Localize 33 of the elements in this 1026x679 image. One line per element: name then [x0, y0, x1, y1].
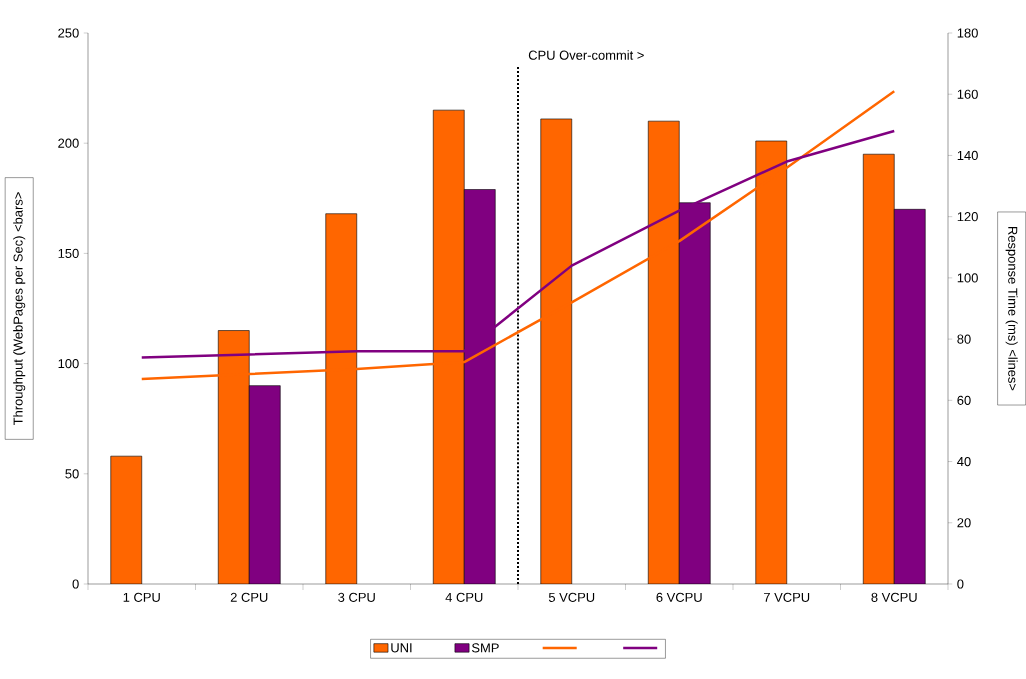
y-axis-title: Throughput (WebPages per Sec) <bars> — [13, 192, 26, 426]
x-tick-label: 2 CPU — [230, 592, 268, 602]
y2-axis-title: Response Time (ms) <lines> — [1005, 227, 1018, 391]
y-tick-label: 50 — [65, 469, 79, 479]
y-tick-label: 100 — [58, 359, 79, 369]
annotation: CPU Over-commit > — [528, 50, 644, 60]
y-tick-label: 250 — [58, 28, 79, 38]
bar — [862, 153, 895, 584]
y2-tick-label: 140 — [957, 150, 978, 161]
x-tick-label: 3 CPU — [338, 592, 375, 602]
legend-label: UNI — [391, 643, 412, 653]
x-tick-label: 6 VCPU — [656, 592, 702, 602]
y2-tick-label: 40 — [957, 456, 971, 467]
y2-tick-label: 120 — [957, 212, 978, 222]
y2-tick-label: 20 — [957, 518, 971, 528]
bar — [110, 456, 142, 584]
x-tick-label: 7 VCPU — [764, 592, 810, 602]
y2-tick-label: 100 — [957, 273, 978, 283]
x-tick-label: 4 CPU — [445, 592, 483, 602]
x-tick-label: 8 VCPU — [871, 592, 917, 602]
y-tick-label: 200 — [58, 138, 79, 148]
x-tick-label: 1 CPU — [123, 592, 160, 602]
legend-label: SMP — [471, 643, 499, 653]
y2-tick-label: 60 — [957, 395, 971, 405]
y2-tick-label: 80 — [957, 334, 971, 344]
y-tick-label: 0 — [72, 579, 79, 589]
bar — [249, 385, 281, 584]
y2-tick-label: 160 — [957, 89, 978, 99]
y-tick-label: 150 — [58, 248, 79, 258]
x-tick-label: 5 VCPU — [548, 592, 595, 602]
y2-tick-label: 180 — [957, 28, 978, 38]
y2-tick-label: 0 — [957, 579, 964, 589]
bar — [893, 209, 926, 584]
